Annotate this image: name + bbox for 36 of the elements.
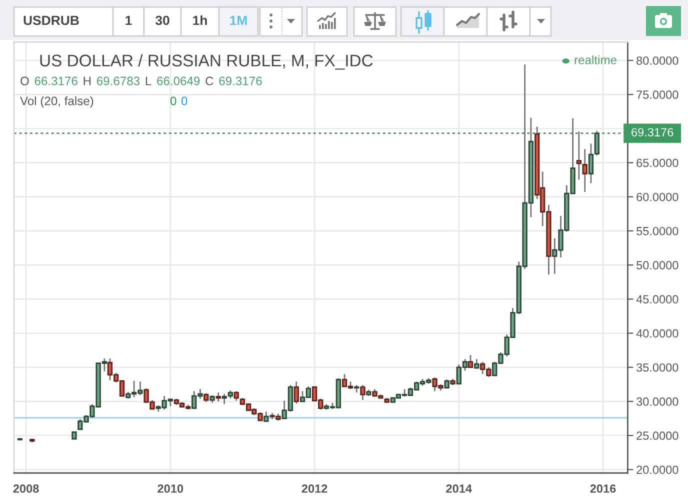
x-tick-label: 2008 bbox=[13, 484, 39, 493]
candlestick bbox=[264, 410, 269, 423]
candlestick bbox=[234, 390, 239, 402]
y-tick-label: 20.0000 bbox=[636, 466, 678, 474]
y-tick-label: 65.0000 bbox=[636, 158, 678, 168]
candlestick bbox=[576, 130, 582, 180]
text: USDRUB bbox=[24, 16, 79, 26]
y-tick-label: 45.0000 bbox=[636, 295, 678, 304]
candlestick bbox=[294, 380, 299, 404]
y-tick-label: 60.0000 bbox=[636, 192, 678, 202]
annotation: Vol (20, false) bbox=[20, 96, 94, 108]
annotation: 0 bbox=[181, 96, 188, 106]
y-tick-label: 80.0000 bbox=[636, 56, 678, 65]
y-tick-label: 30.0000 bbox=[636, 397, 678, 406]
text: O 66.3176 H 69.6783 L 66.0649 C 69.3176 bbox=[20, 76, 262, 86]
x-tick-label: 2012 bbox=[302, 484, 328, 493]
text: US DOLLAR / RUSSIAN RUBLE, M, FX_IDC bbox=[40, 54, 373, 70]
candlestick bbox=[582, 148, 588, 193]
y-tick-label: 50.0000 bbox=[636, 261, 678, 270]
x-tick-label: 2016 bbox=[590, 484, 616, 493]
text: 1M bbox=[230, 16, 247, 25]
y-tick-label: 75.0000 bbox=[636, 90, 678, 99]
y-tick-label: 35.0000 bbox=[636, 363, 678, 372]
y-tick-label: 40.0000 bbox=[636, 329, 678, 338]
ref-line-label: 69.3176 bbox=[632, 128, 674, 136]
text: 1 bbox=[126, 16, 132, 25]
annotation: 0 bbox=[170, 96, 176, 106]
x-tick-label: 2010 bbox=[158, 484, 184, 493]
text: 1h bbox=[193, 15, 207, 25]
y-tick-label: 55.0000 bbox=[636, 226, 678, 236]
annotation: realtime bbox=[574, 55, 616, 64]
candlestick bbox=[468, 354, 474, 369]
y-tick-label: 25.0000 bbox=[636, 432, 678, 440]
x-tick-label: 2014 bbox=[446, 484, 472, 493]
candlestick bbox=[360, 384, 366, 401]
text: 30 bbox=[155, 16, 170, 26]
